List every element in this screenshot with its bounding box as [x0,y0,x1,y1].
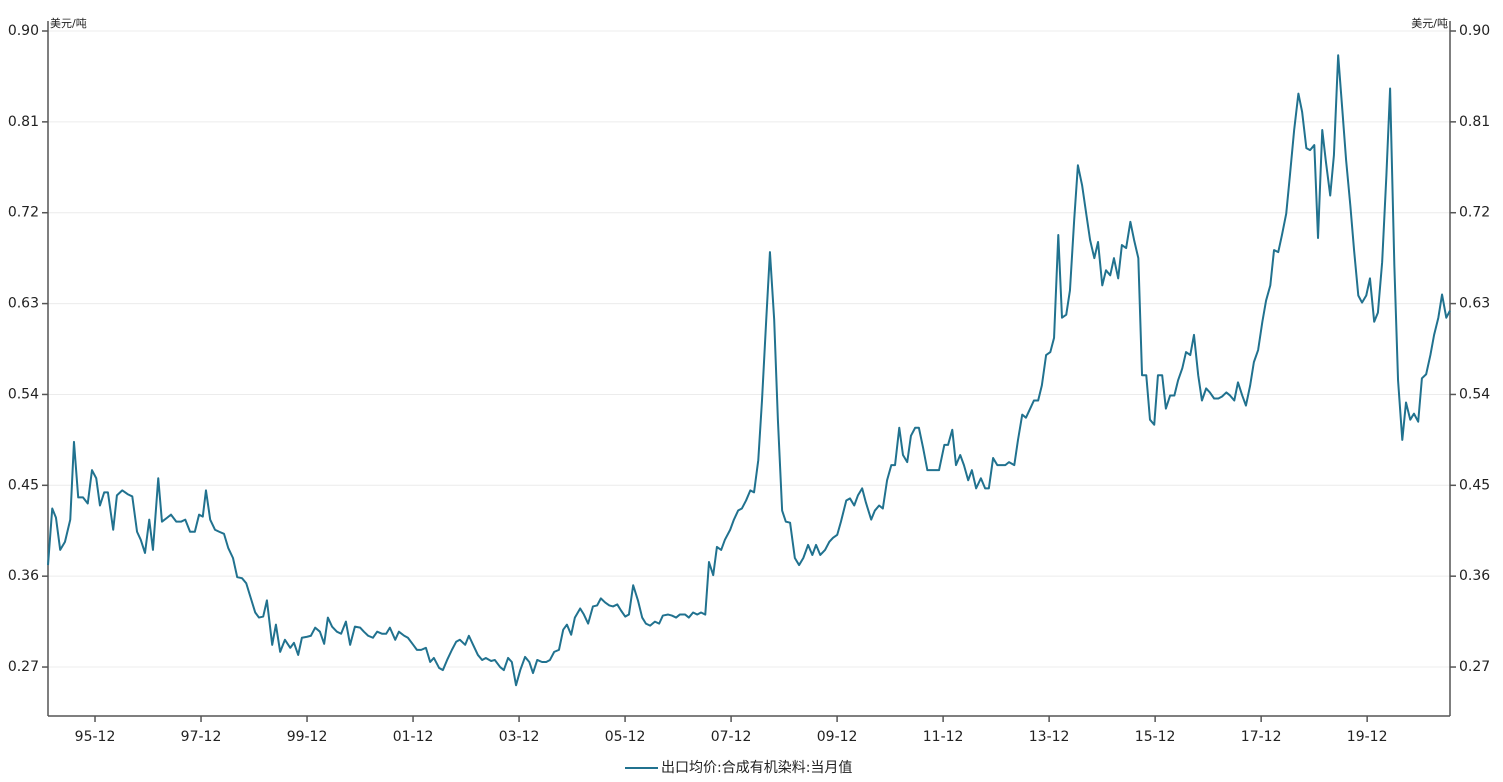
x-tick-label: 15-12 [1135,729,1176,745]
x-tick-label: 11-12 [923,729,964,745]
y2-tick-label: 0.45 [1459,477,1490,493]
x-tick-label: 13-12 [1029,729,1070,745]
x-tick-label: 17-12 [1241,729,1282,745]
data-line [47,54,1451,687]
y-tick-label: 0.27 [8,659,39,675]
x-tick-label: 07-12 [711,729,752,745]
y-tick-label: 0.90 [8,23,39,39]
y-tick-label: 0.72 [8,205,39,221]
y-tick-label: 0.81 [8,114,39,130]
y2-tick-label: 0.27 [1459,659,1490,675]
y-tick-label: 0.54 [8,386,39,402]
y-tick-label: 0.36 [8,568,39,584]
y2-tick-label: 0.36 [1459,568,1490,584]
y2-tick-label: 0.54 [1459,386,1490,402]
y2-tick-label: 0.81 [1459,114,1490,130]
y2-axis-unit: 美元/吨 [1411,17,1448,30]
y-tick-label: 0.63 [8,296,39,312]
x-tick-label: 01-12 [393,729,434,745]
x-tick-label: 09-12 [817,729,858,745]
x-tick-label: 95-12 [75,729,116,745]
y2-tick-label: 0.72 [1459,205,1490,221]
y2-tick-label: 0.63 [1459,296,1490,312]
y2-tick-label: 0.90 [1459,23,1490,39]
y-tick-label: 0.45 [8,477,39,493]
x-tick-label: 97-12 [181,729,222,745]
y-axis-unit: 美元/吨 [50,17,87,30]
x-tick-label: 03-12 [499,729,540,745]
x-tick-label: 99-12 [287,729,328,745]
legend-label: 出口均价:合成有机染料:当月值 [661,760,852,776]
x-tick-label: 05-12 [605,729,646,745]
x-tick-label: 19-12 [1347,729,1388,745]
